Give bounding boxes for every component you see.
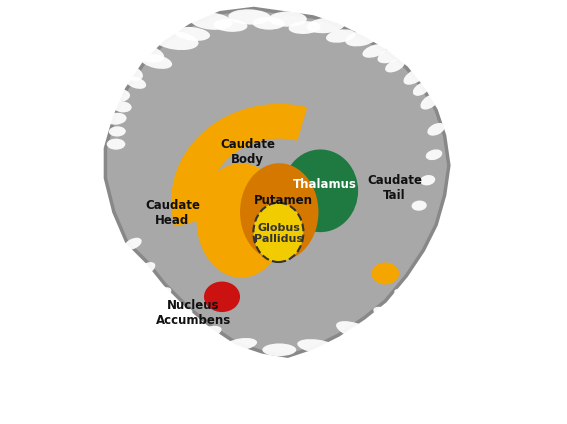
Ellipse shape — [167, 308, 192, 324]
Ellipse shape — [214, 19, 247, 32]
Ellipse shape — [269, 11, 307, 27]
Ellipse shape — [426, 149, 442, 160]
Ellipse shape — [371, 262, 399, 285]
Ellipse shape — [378, 47, 406, 63]
Ellipse shape — [141, 54, 172, 69]
Ellipse shape — [127, 43, 164, 63]
Ellipse shape — [283, 149, 358, 232]
Text: Caudate
Tail: Caudate Tail — [367, 174, 422, 202]
Ellipse shape — [373, 307, 397, 321]
Polygon shape — [171, 104, 307, 227]
Ellipse shape — [385, 59, 405, 73]
Ellipse shape — [394, 289, 417, 305]
Ellipse shape — [297, 339, 337, 354]
Ellipse shape — [105, 113, 126, 125]
Ellipse shape — [225, 338, 257, 351]
Ellipse shape — [362, 44, 387, 58]
Ellipse shape — [428, 123, 445, 136]
Ellipse shape — [336, 321, 375, 340]
Text: Globus
Pallidus: Globus Pallidus — [255, 223, 303, 244]
Ellipse shape — [197, 163, 286, 278]
Ellipse shape — [345, 30, 379, 46]
Ellipse shape — [253, 203, 303, 262]
Ellipse shape — [153, 31, 198, 50]
Ellipse shape — [240, 163, 319, 261]
Ellipse shape — [136, 262, 155, 276]
Ellipse shape — [421, 94, 439, 109]
Ellipse shape — [107, 139, 125, 150]
Ellipse shape — [326, 29, 356, 43]
Text: Caudate
Head: Caudate Head — [145, 199, 200, 227]
Text: Thalamus: Thalamus — [293, 179, 357, 191]
Ellipse shape — [204, 282, 240, 312]
Ellipse shape — [193, 326, 222, 340]
Ellipse shape — [126, 76, 146, 89]
Ellipse shape — [109, 126, 126, 137]
Ellipse shape — [307, 18, 345, 33]
Ellipse shape — [229, 9, 271, 25]
Ellipse shape — [113, 101, 132, 112]
Ellipse shape — [413, 82, 430, 96]
Ellipse shape — [420, 175, 435, 185]
Text: Putamen: Putamen — [254, 194, 313, 206]
Ellipse shape — [124, 238, 142, 250]
Polygon shape — [105, 8, 449, 356]
Ellipse shape — [106, 89, 130, 102]
Ellipse shape — [263, 343, 296, 356]
Ellipse shape — [252, 17, 285, 30]
Ellipse shape — [115, 63, 143, 81]
Ellipse shape — [150, 287, 171, 302]
Ellipse shape — [289, 21, 321, 34]
Ellipse shape — [404, 68, 426, 85]
Text: Nucleus
Accumbens: Nucleus Accumbens — [156, 299, 231, 327]
Ellipse shape — [191, 13, 232, 30]
Ellipse shape — [175, 27, 210, 41]
Text: Caudate
Body: Caudate Body — [220, 138, 275, 166]
Ellipse shape — [412, 201, 427, 211]
